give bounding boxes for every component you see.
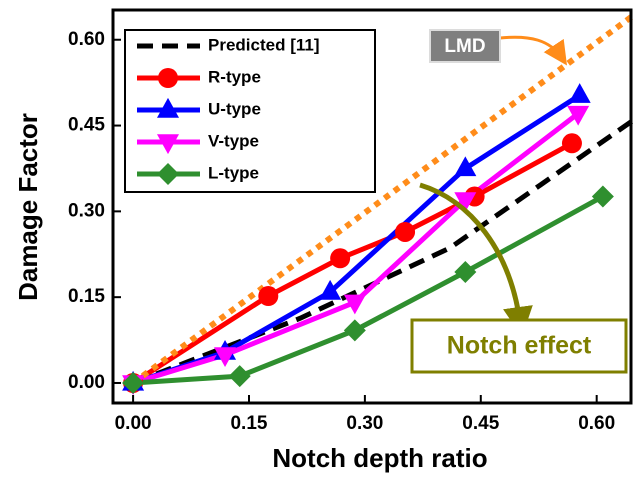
point	[454, 261, 477, 283]
lmd-arrow	[499, 35, 567, 66]
point	[591, 185, 614, 208]
lmd-box	[429, 29, 501, 63]
notch-arrow	[419, 182, 533, 337]
point	[454, 192, 477, 213]
x-tick-label: 0.45	[462, 413, 499, 434]
point	[561, 133, 582, 154]
legend-label: U-type	[208, 99, 261, 118]
x-tick-label: 0.60	[578, 413, 615, 434]
notch-box	[410, 318, 628, 374]
point	[343, 294, 366, 315]
point	[157, 134, 179, 155]
point	[158, 68, 178, 88]
y-tick-label: 0.60	[68, 29, 105, 50]
point	[122, 371, 145, 394]
plot-frame	[111, 8, 633, 405]
y-tick-label: 0.00	[68, 372, 105, 393]
series-line	[131, 141, 574, 386]
y-tick-label: 0.45	[68, 115, 105, 136]
series-line	[131, 13, 633, 386]
x-tick-label: 0.30	[346, 413, 383, 434]
point	[258, 286, 279, 307]
legend-label: L-type	[208, 163, 259, 182]
y-tick-label: 0.30	[68, 200, 105, 221]
point	[319, 279, 342, 300]
legend: Predicted [11] R-type U-type V-type L-type	[137, 35, 320, 185]
point	[330, 248, 351, 269]
legend-label: V-type	[208, 131, 259, 150]
lmd-label: LMD	[444, 36, 485, 57]
x-tick-label: 0.15	[230, 413, 267, 434]
plot-area	[122, 13, 633, 396]
y-tick-label: 0.15	[68, 286, 105, 307]
legend-label: Predicted [11]	[208, 35, 320, 54]
point	[395, 221, 416, 242]
point	[228, 365, 251, 388]
point	[343, 319, 366, 342]
point	[567, 105, 590, 126]
legend-label: R-type	[208, 67, 261, 86]
x-tick-label: 0.00	[115, 413, 152, 434]
y-axis-label: Damage Factor	[13, 113, 43, 301]
point	[157, 163, 179, 185]
point	[157, 97, 179, 118]
x-axis-label: Notch depth ratio	[272, 443, 487, 473]
point	[454, 156, 477, 177]
point	[214, 347, 237, 368]
notch-label: Notch effect	[447, 332, 592, 360]
point	[568, 83, 591, 103]
